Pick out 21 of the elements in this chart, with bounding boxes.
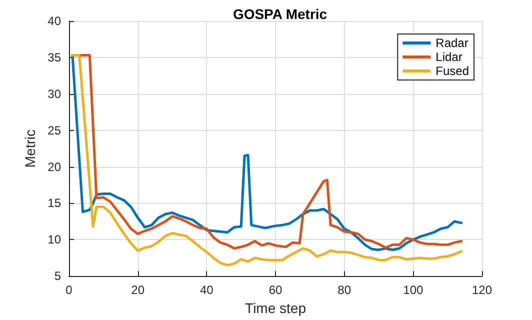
x-axis-title: Time step (245, 300, 306, 316)
y-tick-label: 35 (48, 50, 62, 64)
legend-label: Radar (436, 36, 468, 50)
y-tick-label: 15 (48, 196, 62, 210)
x-tick-label: 60 (268, 283, 282, 298)
legend-label: Fused (436, 64, 470, 78)
y-tick-label: 40 (48, 14, 62, 28)
x-tick-label: 0 (66, 283, 73, 298)
y-tick-label: 10 (48, 232, 62, 247)
y-tick-label: 5 (54, 269, 62, 284)
y-tick-label: 30 (48, 86, 62, 101)
x-tick-label: 100 (403, 283, 424, 298)
y-tick-label: 20 (48, 160, 62, 174)
y-tick-label: 25 (48, 123, 62, 138)
x-tick-label: 20 (131, 283, 145, 298)
x-tick-label: 120 (472, 283, 492, 298)
x-tick-label: 80 (338, 283, 352, 298)
x-tick-label: 40 (200, 283, 214, 298)
chart-title: GOSPA Metric (232, 6, 328, 22)
y-axis-title: Metric (22, 129, 38, 168)
legend-label: Lidar (436, 50, 462, 64)
